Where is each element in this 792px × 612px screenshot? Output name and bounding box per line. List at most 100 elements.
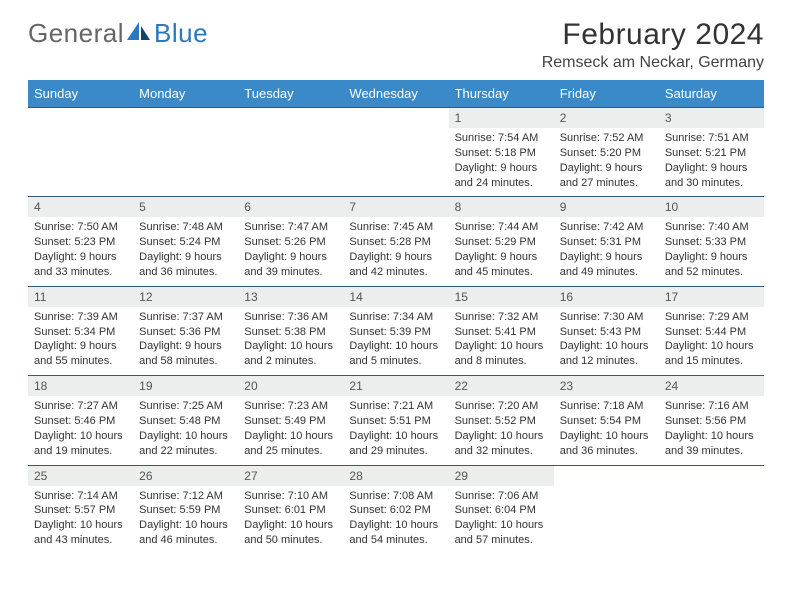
- sunset-text: Sunset: 5:38 PM: [244, 325, 337, 340]
- sunrise-text: Sunrise: 7:34 AM: [349, 310, 442, 325]
- daylight-text: Daylight: 9 hours and 24 minutes.: [455, 161, 548, 191]
- daylight-text: Daylight: 10 hours and 39 minutes.: [665, 429, 758, 459]
- sunset-text: Sunset: 5:51 PM: [349, 414, 442, 429]
- day-content-cell: [28, 128, 133, 197]
- day-content-cell: Sunrise: 7:14 AMSunset: 5:57 PMDaylight:…: [28, 486, 133, 554]
- day-content-cell: Sunrise: 7:21 AMSunset: 5:51 PMDaylight:…: [343, 396, 448, 465]
- sunset-text: Sunset: 5:57 PM: [34, 503, 127, 518]
- day-content-cell: Sunrise: 7:37 AMSunset: 5:36 PMDaylight:…: [133, 307, 238, 376]
- day-content-row: Sunrise: 7:39 AMSunset: 5:34 PMDaylight:…: [28, 307, 764, 376]
- sunrise-text: Sunrise: 7:27 AM: [34, 399, 127, 414]
- calendar-page: General Blue February 2024 Remseck am Ne…: [0, 0, 792, 554]
- sunset-text: Sunset: 5:20 PM: [560, 146, 653, 161]
- sunset-text: Sunset: 5:59 PM: [139, 503, 232, 518]
- sunset-text: Sunset: 5:23 PM: [34, 235, 127, 250]
- weekday-header: Thursday: [449, 80, 554, 108]
- sunrise-text: Sunrise: 7:39 AM: [34, 310, 127, 325]
- daylight-text: Daylight: 10 hours and 32 minutes.: [455, 429, 548, 459]
- sunrise-text: Sunrise: 7:20 AM: [455, 399, 548, 414]
- logo-text-2: Blue: [154, 18, 208, 49]
- calendar-table: SundayMondayTuesdayWednesdayThursdayFrid…: [28, 80, 764, 554]
- sunset-text: Sunset: 5:43 PM: [560, 325, 653, 340]
- sunrise-text: Sunrise: 7:16 AM: [665, 399, 758, 414]
- month-title: February 2024: [542, 18, 764, 52]
- sunset-text: Sunset: 5:41 PM: [455, 325, 548, 340]
- sunrise-text: Sunrise: 7:30 AM: [560, 310, 653, 325]
- day-content-cell: Sunrise: 7:29 AMSunset: 5:44 PMDaylight:…: [659, 307, 764, 376]
- day-number-cell: 24: [659, 376, 764, 397]
- sunrise-text: Sunrise: 7:21 AM: [349, 399, 442, 414]
- sunrise-text: Sunrise: 7:54 AM: [455, 131, 548, 146]
- day-number-cell: 23: [554, 376, 659, 397]
- daylight-text: Daylight: 10 hours and 15 minutes.: [665, 339, 758, 369]
- sunset-text: Sunset: 5:44 PM: [665, 325, 758, 340]
- sunrise-text: Sunrise: 7:29 AM: [665, 310, 758, 325]
- day-number-cell: 6: [238, 197, 343, 218]
- day-content-cell: Sunrise: 7:30 AMSunset: 5:43 PMDaylight:…: [554, 307, 659, 376]
- daylight-text: Daylight: 9 hours and 33 minutes.: [34, 250, 127, 280]
- logo-text-1: General: [28, 18, 124, 49]
- day-content-cell: Sunrise: 7:54 AMSunset: 5:18 PMDaylight:…: [449, 128, 554, 197]
- day-content-cell: Sunrise: 7:08 AMSunset: 6:02 PMDaylight:…: [343, 486, 448, 554]
- sunrise-text: Sunrise: 7:18 AM: [560, 399, 653, 414]
- day-number-cell: 11: [28, 286, 133, 307]
- day-number-cell: 29: [449, 465, 554, 486]
- day-content-cell: Sunrise: 7:20 AMSunset: 5:52 PMDaylight:…: [449, 396, 554, 465]
- logo: General Blue: [28, 18, 208, 49]
- day-number-cell: 1: [449, 108, 554, 129]
- day-number-cell: 4: [28, 197, 133, 218]
- daylight-text: Daylight: 9 hours and 55 minutes.: [34, 339, 127, 369]
- day-content-cell: [133, 128, 238, 197]
- day-number-cell: 9: [554, 197, 659, 218]
- day-number-cell: 26: [133, 465, 238, 486]
- daylight-text: Daylight: 9 hours and 36 minutes.: [139, 250, 232, 280]
- day-number-cell: 5: [133, 197, 238, 218]
- sunset-text: Sunset: 5:52 PM: [455, 414, 548, 429]
- day-number-cell: 21: [343, 376, 448, 397]
- day-number-cell: [28, 108, 133, 129]
- location-subtitle: Remseck am Neckar, Germany: [542, 54, 764, 72]
- day-content-cell: Sunrise: 7:16 AMSunset: 5:56 PMDaylight:…: [659, 396, 764, 465]
- logo-sail-icon: [126, 20, 152, 42]
- day-content-cell: Sunrise: 7:34 AMSunset: 5:39 PMDaylight:…: [343, 307, 448, 376]
- daylight-text: Daylight: 10 hours and 50 minutes.: [244, 518, 337, 548]
- day-number-cell: [554, 465, 659, 486]
- sunrise-text: Sunrise: 7:32 AM: [455, 310, 548, 325]
- sunset-text: Sunset: 5:49 PM: [244, 414, 337, 429]
- daylight-text: Daylight: 10 hours and 54 minutes.: [349, 518, 442, 548]
- sunrise-text: Sunrise: 7:51 AM: [665, 131, 758, 146]
- day-content-cell: Sunrise: 7:23 AMSunset: 5:49 PMDaylight:…: [238, 396, 343, 465]
- day-number-cell: 18: [28, 376, 133, 397]
- day-content-row: Sunrise: 7:50 AMSunset: 5:23 PMDaylight:…: [28, 217, 764, 286]
- day-number-cell: 3: [659, 108, 764, 129]
- sunset-text: Sunset: 5:29 PM: [455, 235, 548, 250]
- day-number-cell: 2: [554, 108, 659, 129]
- sunset-text: Sunset: 5:56 PM: [665, 414, 758, 429]
- day-content-cell: Sunrise: 7:47 AMSunset: 5:26 PMDaylight:…: [238, 217, 343, 286]
- sunrise-text: Sunrise: 7:42 AM: [560, 220, 653, 235]
- weekday-header: Monday: [133, 80, 238, 108]
- sunset-text: Sunset: 5:48 PM: [139, 414, 232, 429]
- daylight-text: Daylight: 10 hours and 57 minutes.: [455, 518, 548, 548]
- day-number-row: 123: [28, 108, 764, 129]
- weekday-header: Friday: [554, 80, 659, 108]
- sunset-text: Sunset: 5:18 PM: [455, 146, 548, 161]
- sunset-text: Sunset: 5:54 PM: [560, 414, 653, 429]
- day-number-cell: 16: [554, 286, 659, 307]
- day-content-cell: Sunrise: 7:25 AMSunset: 5:48 PMDaylight:…: [133, 396, 238, 465]
- day-number-cell: 13: [238, 286, 343, 307]
- day-content-cell: [238, 128, 343, 197]
- day-number-cell: 22: [449, 376, 554, 397]
- day-number-cell: 12: [133, 286, 238, 307]
- day-number-cell: 10: [659, 197, 764, 218]
- title-block: February 2024 Remseck am Neckar, Germany: [542, 18, 764, 72]
- day-number-cell: [238, 108, 343, 129]
- day-content-cell: Sunrise: 7:06 AMSunset: 6:04 PMDaylight:…: [449, 486, 554, 554]
- sunrise-text: Sunrise: 7:48 AM: [139, 220, 232, 235]
- day-content-cell: Sunrise: 7:42 AMSunset: 5:31 PMDaylight:…: [554, 217, 659, 286]
- daylight-text: Daylight: 10 hours and 43 minutes.: [34, 518, 127, 548]
- day-content-row: Sunrise: 7:54 AMSunset: 5:18 PMDaylight:…: [28, 128, 764, 197]
- daylight-text: Daylight: 10 hours and 46 minutes.: [139, 518, 232, 548]
- sunset-text: Sunset: 6:01 PM: [244, 503, 337, 518]
- day-number-row: 2526272829: [28, 465, 764, 486]
